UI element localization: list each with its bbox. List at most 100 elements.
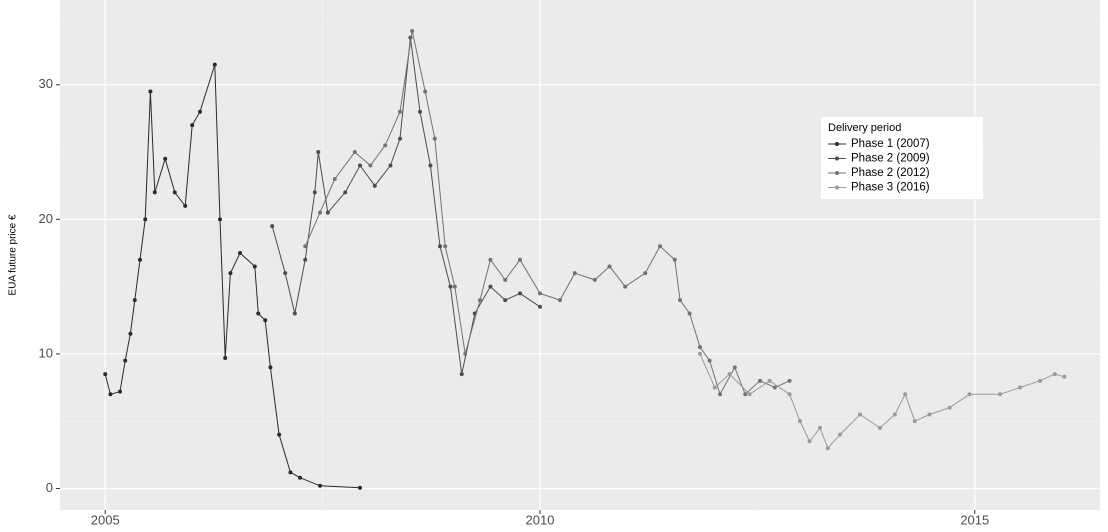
data-point [383, 143, 388, 148]
data-point [303, 257, 308, 262]
data-point [190, 123, 195, 128]
y-tick-label: 30 [39, 76, 53, 91]
data-point [718, 392, 722, 397]
data-point [643, 271, 648, 276]
data-point [108, 392, 113, 397]
data-point [707, 358, 712, 363]
legend-box [821, 117, 983, 199]
data-point [423, 89, 428, 94]
data-point [1052, 372, 1057, 377]
legend-key-point [835, 171, 839, 175]
data-point [316, 150, 321, 155]
data-point [283, 271, 288, 276]
data-point [388, 163, 393, 168]
data-point [238, 250, 242, 255]
data-point [277, 432, 282, 437]
data-point [252, 264, 257, 269]
legend-title: Delivery period [828, 122, 901, 134]
data-point [698, 345, 702, 350]
data-point [825, 446, 830, 451]
legend: Delivery period Phase 1 (2007) Phase 2 (2… [821, 117, 983, 199]
data-point [428, 163, 433, 168]
data-point [518, 257, 522, 262]
data-point [398, 109, 402, 114]
data-point [503, 298, 508, 303]
data-point [103, 372, 108, 377]
data-point [672, 257, 677, 262]
legend-label: Phase 1 (2007) [851, 138, 930, 150]
data-point [503, 277, 508, 282]
legend-label: Phase 2 (2012) [851, 167, 930, 179]
data-point [927, 412, 932, 417]
data-point [443, 244, 448, 249]
data-point [947, 405, 952, 410]
data-point [172, 190, 177, 195]
grid [60, 0, 1100, 510]
data-point [743, 392, 748, 397]
data-point [838, 432, 842, 437]
data-point [318, 210, 322, 215]
data-point [292, 311, 297, 316]
data-point [798, 419, 802, 424]
data-point [558, 298, 562, 303]
data-point [878, 425, 882, 430]
data-point [818, 425, 822, 430]
data-point [912, 419, 917, 424]
data-point [332, 176, 337, 181]
data-point [288, 470, 293, 475]
data-point [448, 284, 453, 289]
data-point [148, 89, 153, 94]
data-point [967, 392, 972, 397]
data-point [607, 264, 612, 269]
data-point [270, 224, 275, 229]
legend-key-point [835, 185, 839, 190]
data-point [152, 190, 157, 195]
data-point [143, 217, 148, 222]
data-point [418, 109, 422, 114]
data-point [358, 485, 362, 490]
data-point [518, 291, 522, 296]
data-point [767, 378, 772, 383]
data-point [712, 385, 717, 390]
data-point [352, 150, 357, 155]
data-point [787, 392, 792, 397]
y-tick-label: 0 [46, 480, 53, 495]
data-point [758, 378, 762, 383]
data-point [312, 190, 317, 195]
data-point [747, 392, 752, 397]
data-point [368, 163, 373, 168]
data-point [727, 372, 732, 377]
data-point [478, 298, 482, 303]
data-point [459, 372, 464, 377]
data-point [298, 475, 302, 480]
data-point [658, 244, 662, 249]
data-point [268, 365, 273, 370]
data-point [538, 304, 542, 309]
data-point [398, 136, 402, 141]
data-point [438, 244, 442, 249]
data-point [1018, 385, 1022, 390]
x-tick-label: 2010 [526, 512, 555, 527]
data-point [303, 244, 308, 249]
data-point [256, 311, 261, 316]
data-point [623, 284, 628, 289]
data-point [998, 392, 1002, 397]
data-point [432, 136, 437, 141]
data-point [1062, 374, 1067, 379]
data-point [228, 271, 233, 276]
x-tick-label: 2005 [91, 512, 120, 527]
data-point [903, 392, 908, 397]
data-point [858, 412, 862, 417]
data-point [1038, 378, 1042, 383]
y-tick-label: 10 [39, 345, 53, 360]
data-point [118, 389, 122, 394]
data-point [198, 109, 202, 114]
marks [103, 28, 1067, 490]
data-point [572, 271, 577, 276]
data-point [318, 483, 322, 488]
data-point [732, 365, 737, 370]
y-tick-label: 20 [39, 211, 53, 226]
legend-key-point [835, 142, 839, 146]
